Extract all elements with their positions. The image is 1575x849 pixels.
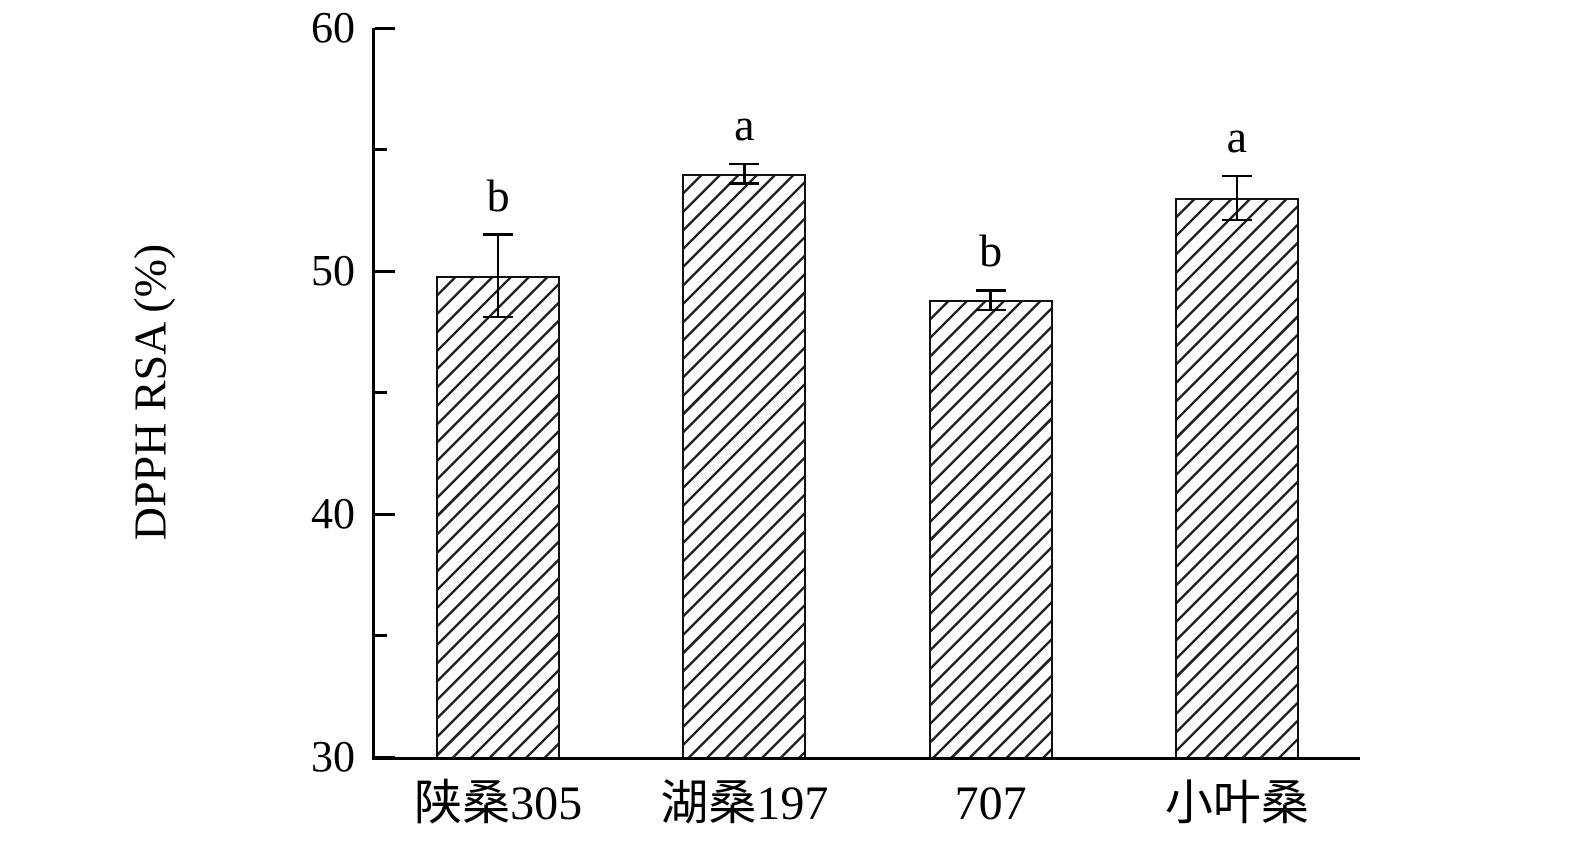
y-tick-major [375,269,395,273]
error-bar-cap-bottom [483,315,514,319]
significance-letter: a [734,99,755,151]
significance-letter: b [979,225,1003,277]
error-bar-cap-top [975,289,1006,292]
y-tick-minor [375,634,387,637]
x-category-label: 707 [954,777,1027,830]
error-bar-line [743,164,746,184]
y-tick-label: 60 [311,3,355,52]
significance-letter: a [1226,111,1248,163]
x-category-label: 湖桑197 [660,777,829,830]
x-axis-line [372,757,1360,760]
error-bar-line [989,290,992,310]
bar-陕桑305 [436,275,561,757]
error-bar-cap-top [1221,174,1252,178]
y-tick-major [375,26,395,30]
error-bar-cap-bottom [1221,218,1252,222]
error-bar-line [496,234,500,318]
bar-小叶桑 [1174,198,1299,757]
error-bar-line [1235,176,1239,220]
y-tick-major [375,512,395,516]
x-category-label: 小叶桑 [1164,777,1309,830]
error-bar-cap-top [483,233,514,236]
y-axis-label-text: DPPH RSA (%) [124,243,176,541]
plot-area: 30 40 50 60 b a b a 陕桑305 湖桑197 707 小叶桑 [311,6,1360,830]
y-tick-minor [375,148,387,151]
bar-湖桑197 [682,173,807,757]
error-bar-cap-top [729,162,760,166]
bar-707 [928,300,1053,757]
y-tick-label: 50 [311,246,355,295]
error-bar-cap-bottom [729,182,760,185]
y-tick-label: 30 [311,732,355,781]
y-axis-line [372,28,375,760]
x-category-label: 陕桑305 [414,777,583,830]
y-tick-label: 40 [311,489,355,538]
y-tick-minor [375,391,387,394]
significance-letter: b [486,169,510,221]
error-bar-cap-bottom [975,308,1006,312]
y-tick-major [375,755,395,759]
